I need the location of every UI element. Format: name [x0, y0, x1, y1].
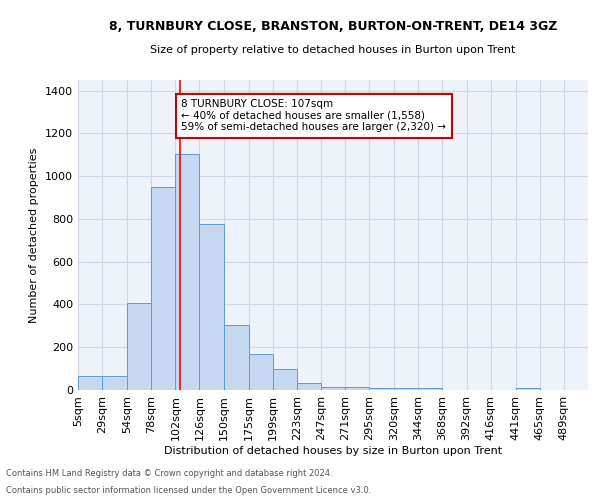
Bar [127, 304, 151, 390]
Bar [297, 382, 321, 390]
Bar [224, 325, 248, 390]
Bar [273, 368, 297, 390]
Text: 8 TURNBURY CLOSE: 107sqm
← 40% of detached houses are smaller (1,558)
59% of sem: 8 TURNBURY CLOSE: 107sqm ← 40% of detach… [181, 99, 446, 132]
Bar [151, 187, 175, 390]
Bar [418, 388, 442, 390]
Text: 8, TURNBURY CLOSE, BRANSTON, BURTON-ON-TRENT, DE14 3GZ: 8, TURNBURY CLOSE, BRANSTON, BURTON-ON-T… [109, 20, 557, 33]
Text: Contains HM Land Registry data © Crown copyright and database right 2024.: Contains HM Land Registry data © Crown c… [6, 468, 332, 477]
Y-axis label: Number of detached properties: Number of detached properties [29, 148, 40, 322]
Bar [199, 224, 224, 390]
Bar [248, 354, 273, 390]
Text: Size of property relative to detached houses in Burton upon Trent: Size of property relative to detached ho… [151, 45, 515, 55]
X-axis label: Distribution of detached houses by size in Burton upon Trent: Distribution of detached houses by size … [164, 446, 502, 456]
Bar [175, 154, 199, 390]
Bar [369, 388, 394, 390]
Bar [321, 387, 345, 390]
Bar [516, 388, 540, 390]
Bar [102, 376, 127, 390]
Bar [394, 388, 418, 390]
Bar [345, 387, 369, 390]
Bar [78, 376, 102, 390]
Text: Contains public sector information licensed under the Open Government Licence v3: Contains public sector information licen… [6, 486, 371, 495]
